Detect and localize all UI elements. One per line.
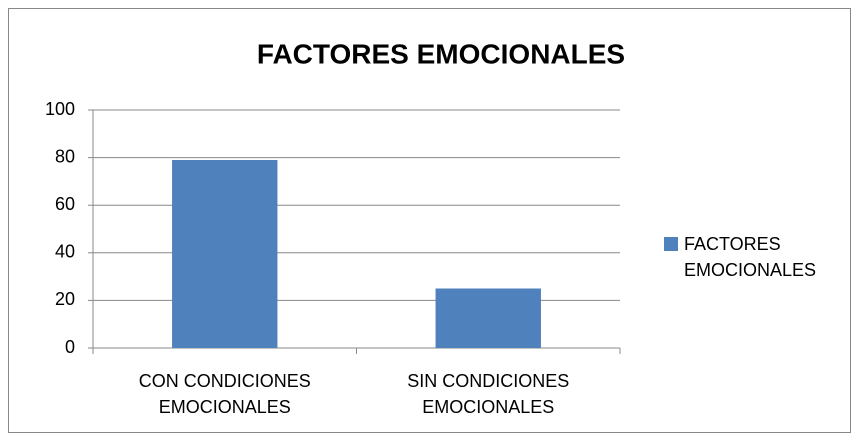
y-tick-label: 100: [45, 99, 75, 119]
x-tick-label: CON CONDICIONES EMOCIONALES: [138, 371, 311, 417]
x-tick-label: SIN CONDICIONES EMOCIONALES: [407, 371, 570, 417]
y-tick-label: 0: [65, 337, 75, 357]
chart-border: [8, 8, 851, 433]
bar: [172, 159, 278, 348]
chart-title: FACTORES EMOCIONALES: [257, 38, 625, 69]
y-tick-label: 80: [55, 146, 75, 166]
y-tick-label: 40: [55, 242, 75, 262]
y-tick-label: 20: [55, 289, 75, 309]
bar: [435, 288, 541, 348]
legend-swatch: [664, 237, 678, 251]
legend-label: FACTORES EMOCIONALES: [684, 234, 817, 280]
y-tick-label: 60: [55, 194, 75, 214]
